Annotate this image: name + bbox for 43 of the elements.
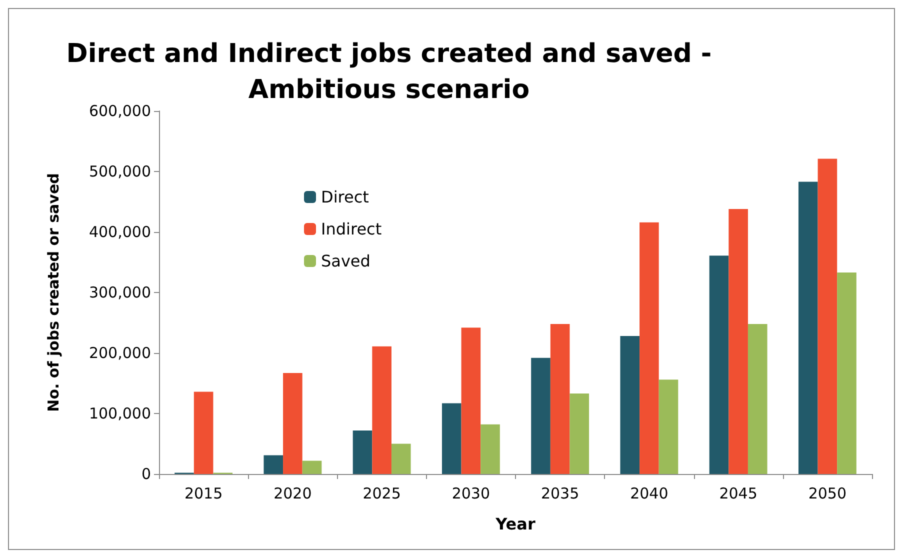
y-axis-title: No. of jobs created or saved	[44, 173, 62, 412]
bar	[640, 222, 659, 474]
x-tick-label: 2030	[452, 484, 490, 502]
bar	[442, 403, 462, 474]
bar	[283, 372, 302, 474]
bar	[264, 455, 284, 474]
bar	[480, 424, 500, 474]
x-tick-label: 2045	[719, 484, 758, 502]
y-tick-label: 300,000	[88, 284, 151, 302]
chart-title: Direct and Indirect jobs created and saved - Ambitious scenario	[66, 39, 712, 105]
bar	[658, 380, 678, 474]
x-tick-label: 2050	[808, 484, 847, 502]
bar	[391, 444, 411, 474]
legend-label: Direct	[321, 188, 369, 206]
y-tick-label: 500,000	[88, 162, 151, 180]
y-tick-label: 200,000	[88, 344, 151, 362]
x-tick-label: 2035	[540, 484, 580, 502]
bar	[728, 209, 748, 474]
y-tick-label: 0	[141, 465, 151, 483]
y-tick-label: 100,000	[88, 404, 151, 422]
bar	[837, 272, 856, 474]
x-tick-label: 2025	[362, 484, 401, 502]
bar	[372, 346, 392, 474]
bar	[194, 392, 214, 474]
bar	[748, 324, 768, 474]
legend-label: Saved	[321, 252, 370, 270]
x-tick-label: 2040	[630, 484, 668, 502]
bar	[620, 336, 640, 474]
y-tick-label: 600,000	[88, 102, 151, 120]
bar	[531, 358, 550, 474]
bar	[461, 328, 481, 474]
x-tick-label: 2020	[274, 484, 312, 502]
legend-label: Indirect	[321, 220, 382, 238]
bar	[302, 460, 322, 474]
y-tick-label: 400,000	[88, 223, 151, 241]
bar	[818, 158, 838, 474]
x-tick-label: 2015	[184, 484, 223, 502]
x-axis-title: Year	[494, 514, 536, 534]
bar	[570, 394, 590, 474]
bar	[798, 182, 818, 474]
bar	[709, 256, 729, 474]
bar	[550, 324, 570, 474]
bar	[352, 430, 372, 474]
